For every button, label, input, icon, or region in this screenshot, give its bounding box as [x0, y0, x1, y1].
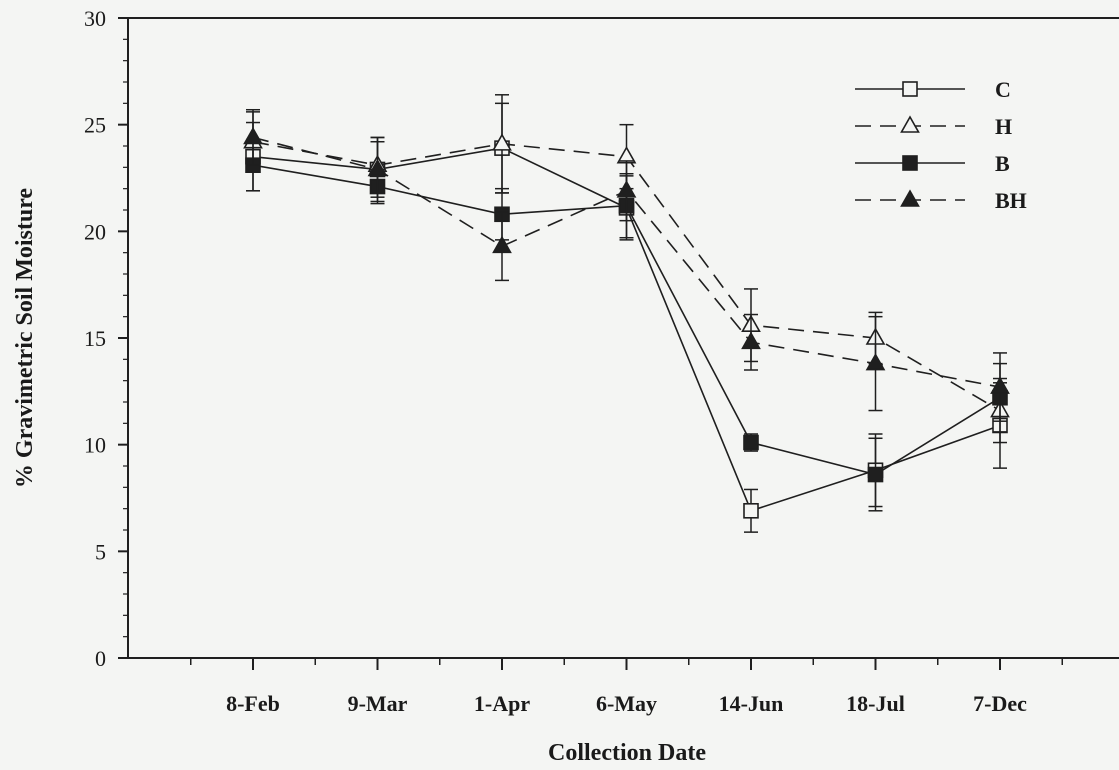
- x-tick-label: 9-Mar: [348, 691, 408, 716]
- x-tick-label: 14-Jun: [719, 691, 784, 716]
- data-point-c: [743, 502, 759, 519]
- data-point-bh: [616, 180, 637, 198]
- data-point-bh: [990, 376, 1010, 394]
- y-tick-label: 0: [95, 646, 106, 671]
- x-tick-label: 8-Feb: [226, 691, 280, 716]
- legend-item-bh: BH: [855, 188, 1027, 213]
- data-point-h: [492, 133, 512, 151]
- y-tick-label: 30: [84, 6, 106, 31]
- legend: CHB BH: [855, 77, 1027, 213]
- x-tick-label: 1-Apr: [474, 691, 530, 716]
- data-point-b: [867, 466, 884, 483]
- y-tick-label: 15: [84, 326, 106, 351]
- x-tick-label: 18-Jul: [846, 691, 905, 716]
- data-point-bh: [367, 158, 388, 177]
- x-tick-label: 6-May: [596, 691, 657, 716]
- legend-item-h: H: [855, 114, 1012, 139]
- legend-marker: [902, 155, 918, 171]
- legend-label: H: [995, 114, 1012, 139]
- data-point-bh: [243, 126, 263, 145]
- data-point-bh: [741, 331, 761, 350]
- series-bh: [243, 108, 1010, 422]
- y-tick-label: 10: [84, 433, 106, 458]
- y-tick-label: 20: [84, 219, 106, 244]
- data-point-b: [743, 434, 759, 451]
- legend-label: B: [995, 151, 1010, 176]
- legend-marker: [900, 189, 920, 207]
- legend-marker: [902, 81, 918, 97]
- data-point-bh: [865, 352, 886, 371]
- legend-item-c: C: [855, 77, 1011, 102]
- series-layer: [243, 94, 1010, 533]
- axes: 0 5 10 15 20 25 30 8-Feb 9-Mar 1-Apr 6-May 14-Jun 18…: [84, 6, 1119, 716]
- legend-marker: [900, 115, 920, 133]
- series-h: [243, 94, 1010, 444]
- data-point-bh: [492, 235, 512, 254]
- legend-item-b: B: [855, 151, 1010, 176]
- x-tick-label: 7-Dec: [973, 691, 1027, 716]
- x-axis-title: Collection Date: [548, 740, 706, 766]
- y-tick-label: 25: [84, 113, 106, 138]
- legend-label: BH: [995, 188, 1027, 213]
- y-tick-label: 5: [95, 539, 106, 564]
- legend-label: C: [995, 77, 1011, 102]
- y-axis-title: % Gravimetric Soil Moisture: [12, 188, 38, 489]
